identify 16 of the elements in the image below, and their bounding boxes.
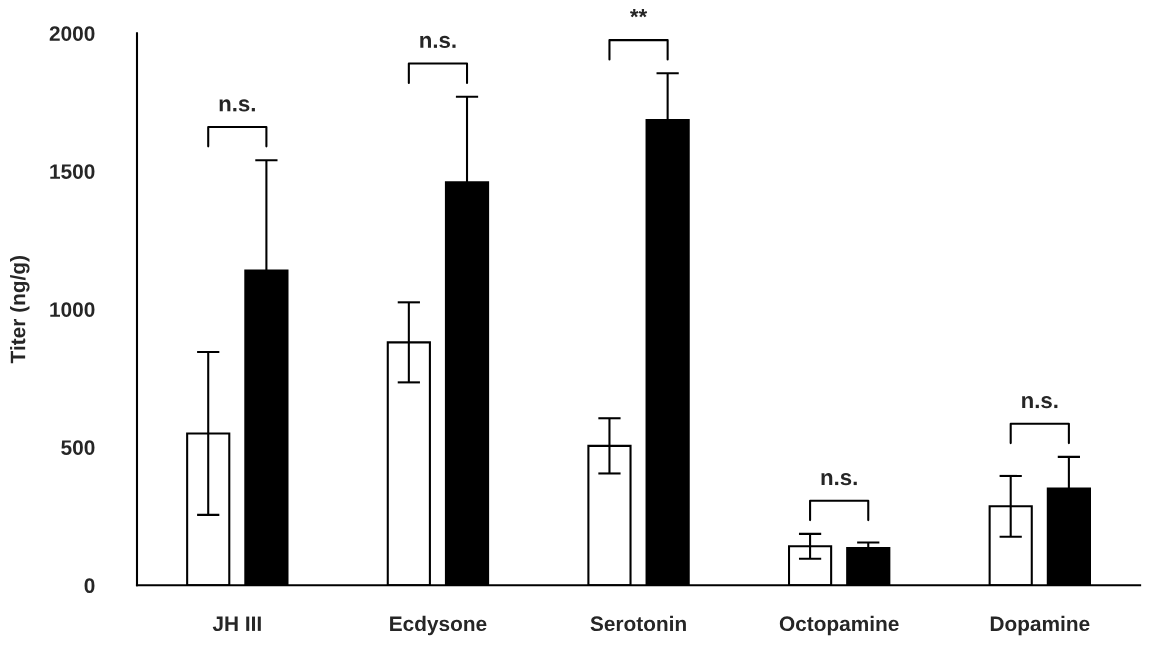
annotation: n.s.: [821, 473, 857, 486]
y-tick-label: 0: [84, 578, 95, 593]
x-tick-label: Serotonin: [590, 615, 686, 632]
annotation: n.s.: [219, 99, 255, 112]
x-tick-label: Ecdysone: [390, 615, 487, 636]
x-tick-label: JH III: [212, 616, 261, 632]
x-tick-label: Octopamine: [779, 615, 899, 636]
y-axis-title: Titer (ng/g): [10, 256, 30, 364]
y-tick-label: 2000: [49, 26, 95, 41]
x-tick-label: Dopamine: [990, 615, 1090, 636]
y-tick-label: 500: [61, 440, 95, 455]
y-tick-label: 1500: [50, 164, 95, 179]
annotation: n.s.: [420, 35, 456, 49]
text: **: [629, 9, 648, 18]
annotation: n.s.: [1022, 396, 1058, 409]
y-tick-label: 1000: [50, 302, 95, 317]
